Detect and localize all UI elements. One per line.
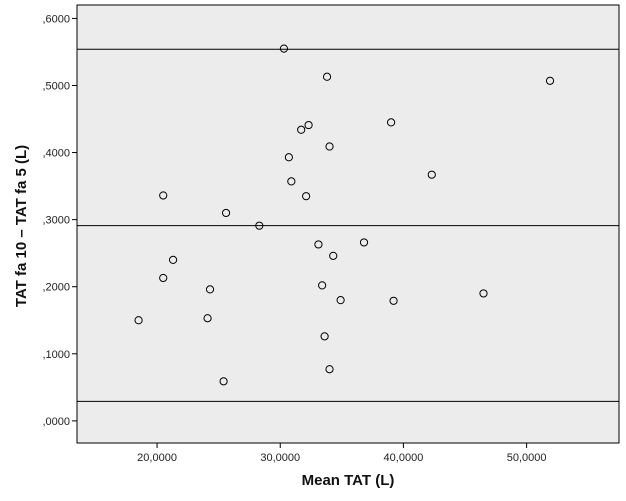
data-point — [221, 208, 231, 218]
data-point — [159, 191, 168, 200]
data-point — [322, 72, 332, 81]
data-point — [320, 332, 329, 341]
x-tick-label: 30,0000 — [260, 452, 300, 464]
data-point — [545, 76, 555, 85]
data-point — [325, 142, 334, 151]
data-point — [479, 289, 488, 298]
data-point — [205, 285, 215, 294]
data-point — [329, 251, 338, 260]
data-point — [387, 118, 396, 127]
data-point — [297, 125, 306, 134]
x-tick-label: 20,0000 — [137, 452, 177, 464]
data-point — [314, 240, 323, 249]
data-point — [159, 273, 168, 283]
x-axis-title: Mean TAT (L) — [302, 472, 395, 489]
data-point — [325, 365, 334, 374]
y-tick-label: ,0000 — [42, 416, 70, 428]
data-point — [302, 192, 311, 201]
data-point — [168, 255, 178, 264]
y-axis-title: TAT fa 10 – TAT fa 5 (L) — [13, 145, 30, 307]
data-point — [318, 281, 327, 290]
y-tick-label: ,1000 — [42, 349, 70, 361]
y-tick-label: ,2000 — [42, 282, 70, 294]
plot-area — [76, 4, 620, 444]
y-axis-ticks: ,0000 ,1000 ,2000 ,3000 ,4000 ,5000 ,6000 — [42, 13, 77, 428]
data-point — [203, 314, 212, 323]
data-point — [304, 120, 313, 130]
x-tick-label: 50,0000 — [507, 452, 547, 464]
y-tick-label: ,6000 — [42, 13, 70, 25]
data-point — [219, 377, 228, 386]
data-point — [134, 316, 143, 325]
data-point — [279, 44, 289, 53]
data-point — [284, 153, 293, 162]
x-tick-label: 40,0000 — [384, 452, 424, 464]
y-tick-label: ,5000 — [42, 80, 70, 92]
data-point — [336, 296, 345, 305]
y-tick-label: ,4000 — [42, 148, 70, 160]
data-point — [359, 238, 369, 247]
data-point — [287, 177, 296, 186]
data-point — [427, 170, 436, 179]
data-point — [255, 221, 264, 230]
reference-lines — [77, 48, 619, 402]
x-axis-ticks: 20,0000 30,0000 40,0000 50,0000 — [137, 443, 546, 464]
data-points — [134, 44, 555, 386]
y-tick-label: ,3000 — [42, 215, 70, 227]
data-point — [389, 296, 398, 305]
